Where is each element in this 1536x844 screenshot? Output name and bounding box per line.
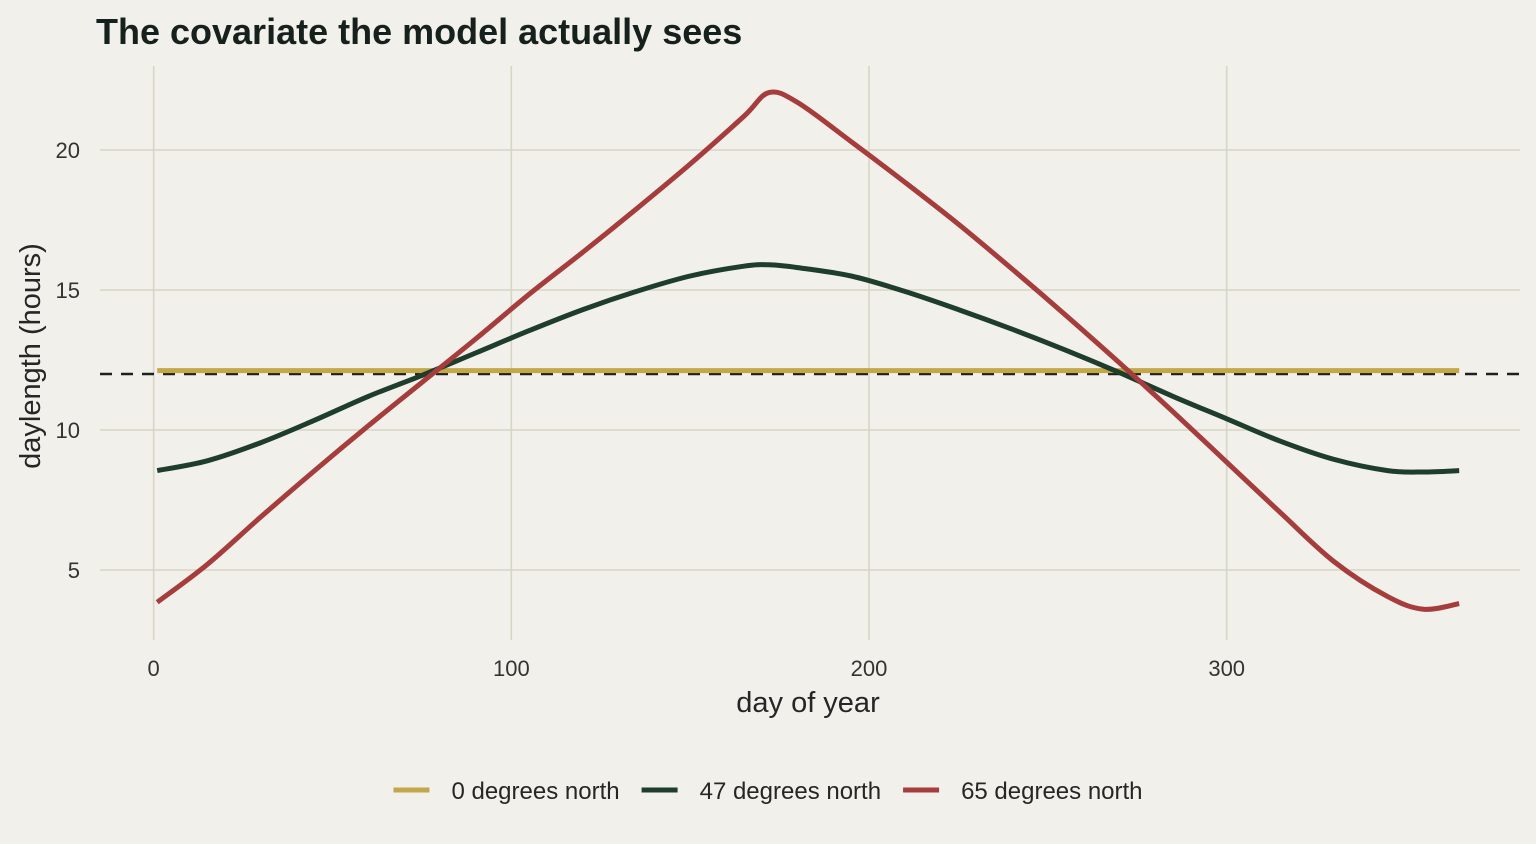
y-axis-ticks: 5 10 15 20 xyxy=(56,138,80,583)
series-layer xyxy=(155,89,1460,612)
chart-title: The covariate the model actually sees xyxy=(96,11,742,52)
series-line-47-degrees-north xyxy=(156,262,1460,475)
legend-item: 0 degrees north xyxy=(393,778,620,805)
legend-item: 65 degrees north xyxy=(903,778,1143,805)
x-axis-ticks: 0 100 200 300 xyxy=(148,656,1246,681)
y-tick-label: 10 xyxy=(56,418,80,443)
y-tick-label: 20 xyxy=(56,138,80,163)
legend-item: 47 degrees north xyxy=(641,778,881,805)
legend: 0 degrees north 47 degrees north 65 degree… xyxy=(393,778,1143,805)
legend-label: 47 degrees north xyxy=(700,778,881,805)
legend-label: 0 degrees north xyxy=(451,778,619,805)
series-line-65-degrees-north xyxy=(155,89,1460,612)
x-tick-label: 100 xyxy=(493,656,530,681)
y-tick-label: 5 xyxy=(68,558,80,583)
y-tick-label: 15 xyxy=(56,278,80,303)
x-axis-title: day of year xyxy=(736,687,880,719)
x-tick-label: 200 xyxy=(851,656,888,681)
x-tick-label: 0 xyxy=(148,656,160,681)
grid xyxy=(100,66,1520,640)
x-tick-label: 300 xyxy=(1208,656,1245,681)
y-axis-title: daylength (hours) xyxy=(15,243,47,469)
legend-label: 65 degrees north xyxy=(961,778,1142,805)
